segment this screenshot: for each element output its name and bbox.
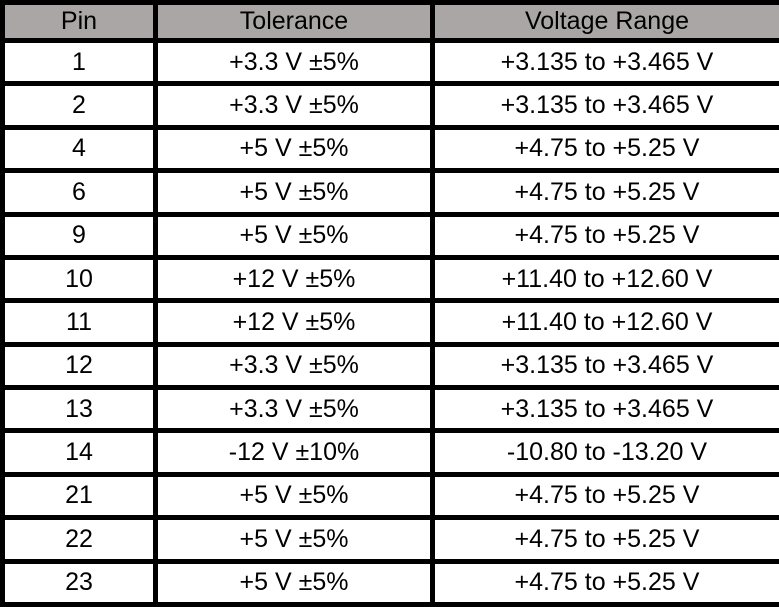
header-voltage-range: Voltage Range [430,0,779,43]
table-row: 6 +5 V ±5% +4.75 to +5.25 V [0,168,779,217]
cell-tolerance: +3.3 V ±5% [153,341,435,391]
table-row: 23 +5 V ±5% +4.75 to +5.25 V [0,558,779,607]
cell-tolerance: +5 V ±5% [153,471,435,521]
table-row: 2 +3.3 V ±5% +3.135 to +3.465 V [0,81,779,130]
cell-voltage-range: +4.75 to +5.25 V [430,168,779,217]
cell-pin: 11 [0,298,158,347]
cell-pin: 23 [0,558,158,607]
cell-voltage-range: +3.135 to +3.465 V [430,37,779,87]
cell-tolerance: +5 V ±5% [153,124,435,174]
cell-voltage-range: +4.75 to +5.25 V [430,515,779,564]
cell-tolerance: +3.3 V ±5% [153,81,435,130]
cell-pin: 6 [0,168,158,217]
cell-voltage-range: -10.80 to -13.20 V [430,428,779,477]
cell-pin: 10 [0,254,158,304]
cell-pin: 2 [0,81,158,130]
cell-tolerance: +5 V ±5% [153,515,435,564]
cell-tolerance: +5 V ±5% [153,211,435,260]
cell-tolerance: +3.3 V ±5% [153,384,435,434]
table-header: Pin Tolerance Voltage Range [0,0,779,43]
cell-tolerance: +5 V ±5% [153,168,435,217]
table-row: 10 +12 V ±5% +11.40 to +12.60 V [0,254,779,304]
cell-tolerance: +12 V ±5% [153,254,435,304]
table-row: 4 +5 V ±5% +4.75 to +5.25 V [0,124,779,174]
table-row: 11 +12 V ±5% +11.40 to +12.60 V [0,298,779,347]
cell-tolerance: +5 V ±5% [153,558,435,607]
table-body: 1 +3.3 V ±5% +3.135 to +3.465 V 2 +3.3 V ±5%… [0,37,779,607]
cell-tolerance: +3.3 V ±5% [153,37,435,87]
cell-voltage-range: +4.75 to +5.25 V [430,211,779,260]
table-row: 14 -12 V ±10% -10.80 to -13.20 V [0,428,779,477]
cell-pin: 14 [0,428,158,477]
header-tolerance: Tolerance [153,0,435,43]
cell-voltage-range: +3.135 to +3.465 V [430,81,779,130]
cell-tolerance: +12 V ±5% [153,298,435,347]
cell-voltage-range: +11.40 to +12.60 V [430,298,779,347]
cell-voltage-range: +11.40 to +12.60 V [430,254,779,304]
header-row: Pin Tolerance Voltage Range [0,0,779,43]
table-row: 13 +3.3 V ±5% +3.135 to +3.465 V [0,384,779,434]
header-pin: Pin [0,0,158,43]
cell-voltage-range: +3.135 to +3.465 V [430,341,779,391]
cell-pin: 1 [0,37,158,87]
cell-voltage-range: +4.75 to +5.25 V [430,558,779,607]
cell-pin: 21 [0,471,158,521]
table-row: 21 +5 V ±5% +4.75 to +5.25 V [0,471,779,521]
cell-voltage-range: +4.75 to +5.25 V [430,124,779,174]
cell-pin: 22 [0,515,158,564]
table-row: 9 +5 V ±5% +4.75 to +5.25 V [0,211,779,260]
table-row: 12 +3.3 V ±5% +3.135 to +3.465 V [0,341,779,391]
table-row: 1 +3.3 V ±5% +3.135 to +3.465 V [0,37,779,87]
cell-voltage-range: +3.135 to +3.465 V [430,384,779,434]
cell-pin: 9 [0,211,158,260]
cell-pin: 4 [0,124,158,174]
cell-voltage-range: +4.75 to +5.25 V [430,471,779,521]
cell-pin: 13 [0,384,158,434]
table-row: 22 +5 V ±5% +4.75 to +5.25 V [0,515,779,564]
cell-tolerance: -12 V ±10% [153,428,435,477]
cell-pin: 12 [0,341,158,391]
